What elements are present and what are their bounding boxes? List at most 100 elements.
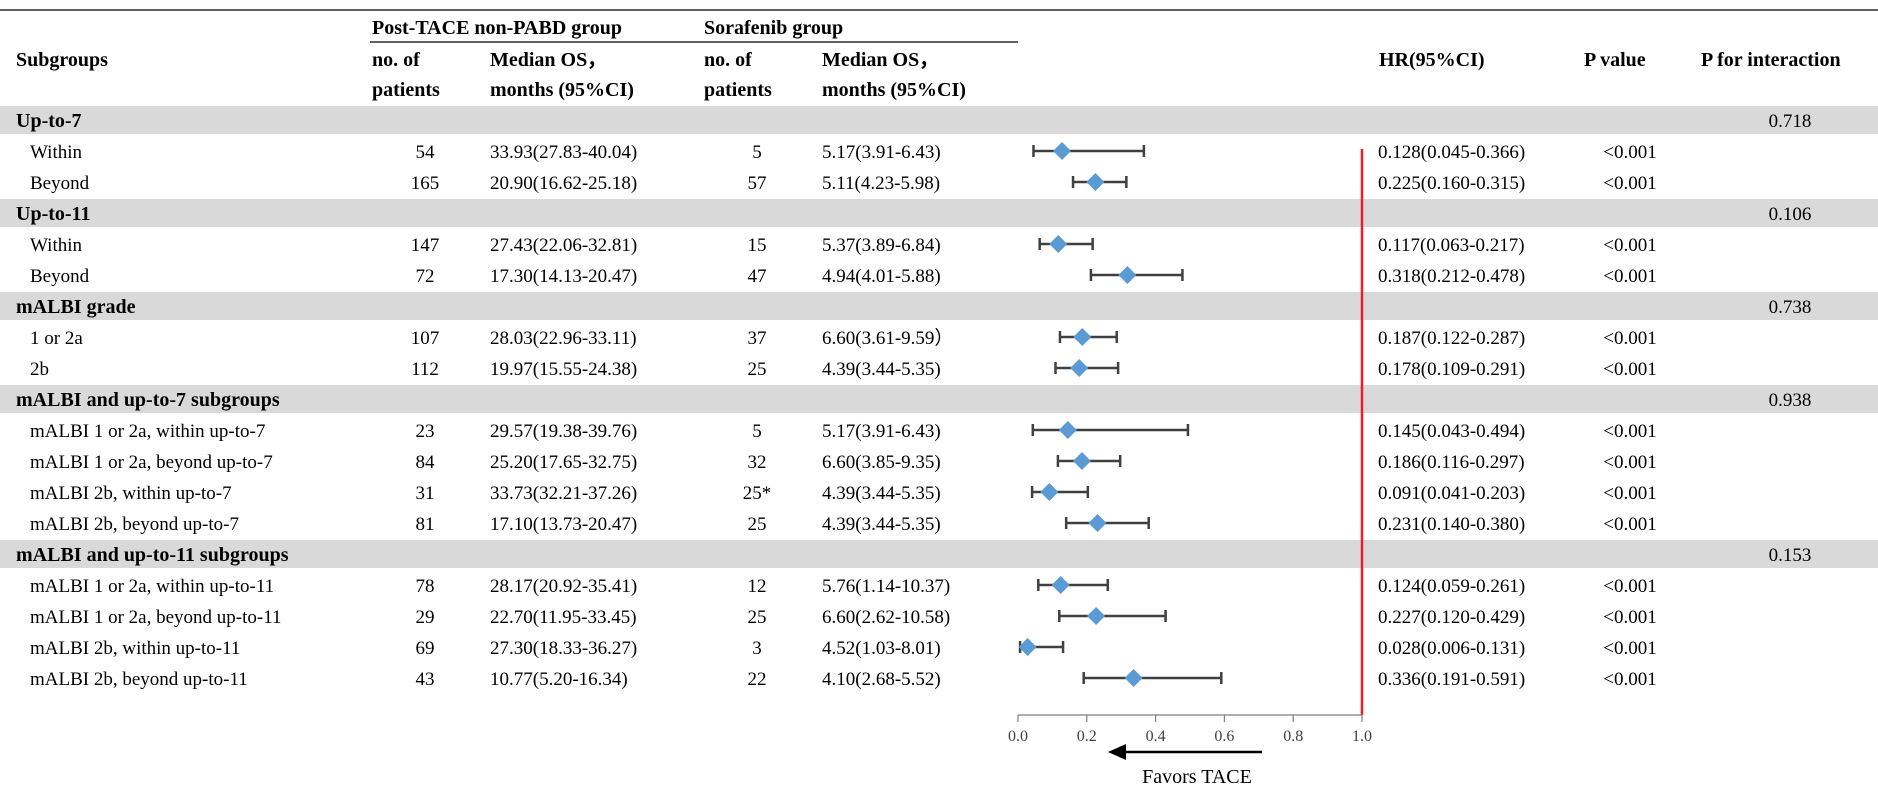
median-os-tace: 27.30(18.33-36.27) [490,638,637,659]
median-os-sorafenib: 4.39(3.44-5.35) [822,514,941,535]
hr-header: HR(95%CI) [1379,49,1485,71]
subgroups-header: Subgroups [16,49,108,71]
hr-ci-value: 0.145(0.043-0.494) [1378,421,1525,442]
hr-ci-value: 0.336(0.191-0.591) [1378,669,1525,690]
x-axis-tick-label: 0.6 [1214,728,1234,745]
n-patients-sorafenib: 22 [748,669,767,690]
median-os-tace: 27.43(22.06-32.81) [490,235,637,256]
x-axis-ticks: 0.0 0.2 0.4 0.6 0.8 1.0 [1008,715,1372,745]
section-band [0,540,1878,568]
group2-title: Sorafenib group [704,17,843,39]
hr-ci-value: 0.091(0.041-0.203) [1378,483,1525,504]
hr-ci-value: 0.128(0.045-0.366) [1378,142,1525,163]
median-os-tace: 20.90(16.62-25.18) [490,173,637,194]
subgroup-label: mALBI 2b, beyond up-to-11 [30,669,248,690]
hr-diamond-marker [1070,359,1089,377]
p-value: <0.001 [1603,576,1656,597]
n-patients-sorafenib: 47 [748,266,767,287]
section-band [0,106,1878,134]
p-interaction-value: 0.718 [1769,111,1812,132]
p-value: <0.001 [1603,669,1656,690]
n-patients-tace: 78 [416,576,435,597]
n-patients-sorafenib: 5 [752,421,762,442]
pinteraction-header: P for interaction [1701,49,1841,71]
subgroup-label: 2b [30,359,49,380]
hr-diamond-marker [1088,514,1107,532]
median-os-sorafenib: 5.76(1.14-10.37) [822,576,950,597]
hr-ci-value: 0.028(0.006-0.131) [1378,638,1525,659]
median-os-sorafenib: 4.10(2.68-5.52) [822,669,941,690]
median-os-sorafenib: 6.60(3.61-9.59） [822,327,953,349]
subgroup-label: 1 or 2a [30,328,83,349]
p-value: <0.001 [1603,235,1656,256]
pvalue-header: P value [1584,49,1646,71]
os-header-1-line1: Median OS， [490,49,607,71]
p-interaction-value: 0.106 [1769,204,1812,225]
section-band [0,292,1878,320]
x-axis-tick-label: 0.0 [1008,728,1028,745]
median-os-sorafenib: 6.60(3.85-9.35) [822,452,941,473]
subgroup-label: mALBI 1 or 2a, beyond up-to-7 [30,452,273,473]
median-os-tace: 10.77(5.20-16.34) [490,669,628,690]
median-os-sorafenib: 4.52(1.03-8.01) [822,638,941,659]
n-patients-tace: 54 [416,142,436,163]
subgroup-label: mALBI 2b, within up-to-11 [30,638,240,659]
n-patients-sorafenib: 32 [748,452,767,473]
median-os-sorafenib: 5.11(4.23-5.98) [822,173,940,194]
p-value: <0.001 [1603,266,1656,287]
hr-ci-value: 0.186(0.116-0.297) [1378,452,1525,473]
hr-markers [1018,142,1143,687]
section-label: mALBI grade [16,296,136,318]
p-value: <0.001 [1603,173,1656,194]
median-os-sorafenib: 4.39(3.44-5.35) [822,483,941,504]
p-value: <0.001 [1603,638,1656,659]
confidence-intervals [1018,145,1223,684]
median-os-sorafenib: 5.37(3.89-6.84) [822,235,941,256]
subgroup-label: Within [30,235,83,256]
p-value: <0.001 [1603,421,1656,442]
x-axis-tick-label: 0.2 [1077,728,1097,745]
group1-title: Post-TACE non-PABD group [372,17,622,39]
median-os-tace: 28.17(20.92-35.41) [490,576,637,597]
os-header-1-line2: months (95%CI) [490,79,634,101]
section-label: mALBI and up-to-7 subgroups [16,389,280,411]
section-label: mALBI and up-to-11 subgroups [16,544,289,566]
hr-ci-value: 0.178(0.109-0.291) [1378,359,1525,380]
hr-ci-value: 0.318(0.212-0.478) [1378,266,1525,287]
n-header-1-line2: patients [372,79,440,101]
median-os-tace: 19.97(15.55-24.38) [490,359,637,380]
n-patients-sorafenib: 3 [752,638,762,659]
subgroup-label: mALBI 1 or 2a, beyond up-to-11 [30,607,282,628]
x-axis-tick-label: 0.8 [1283,728,1303,745]
subgroup-label: Beyond [30,173,90,194]
hr-diamond-marker [1049,235,1068,253]
n-patients-tace: 23 [416,421,435,442]
n-header-2-line2: patients [704,79,772,101]
p-value: <0.001 [1603,483,1656,504]
median-os-tace: 33.93(27.83-40.04) [490,142,637,163]
median-os-tace: 17.10(13.73-20.47) [490,514,637,535]
median-os-sorafenib: 6.60(2.62-10.58) [822,607,950,628]
n-patients-sorafenib: 25 [748,514,767,535]
table-rows: Up-to-7 0.718 Within 54 33.93(27.83-40.04) 5 5… [0,106,1878,690]
n-patients-sorafenib: 25* [743,483,772,504]
median-os-tace: 28.03(22.96-33.11) [490,328,637,349]
section-band [0,199,1878,227]
n-patients-tace: 43 [416,669,435,690]
p-interaction-value: 0.153 [1769,545,1812,566]
median-os-tace: 25.20(17.65-32.75) [490,452,637,473]
hr-ci-value: 0.117(0.063-0.217) [1378,235,1525,256]
median-os-sorafenib: 5.17(3.91-6.43) [822,142,941,163]
os-header-2-line2: months (95%CI) [822,79,966,101]
favors-label: Favors TACE [1142,766,1252,787]
n-patients-sorafenib: 37 [748,328,767,349]
n-patients-sorafenib: 5 [752,142,762,163]
forest-plot: 0.0 0.2 0.4 0.6 0.8 1.0 Favors TACE [1008,142,1372,787]
hr-diamond-marker [1072,452,1091,470]
median-os-tace: 33.73(32.21-37.26) [490,483,637,504]
p-value: <0.001 [1603,452,1656,473]
p-value: <0.001 [1603,142,1656,163]
hr-diamond-marker [1124,669,1143,687]
subgroup-label: mALBI 1 or 2a, within up-to-7 [30,421,265,442]
section-label: Up-to-11 [16,203,90,225]
